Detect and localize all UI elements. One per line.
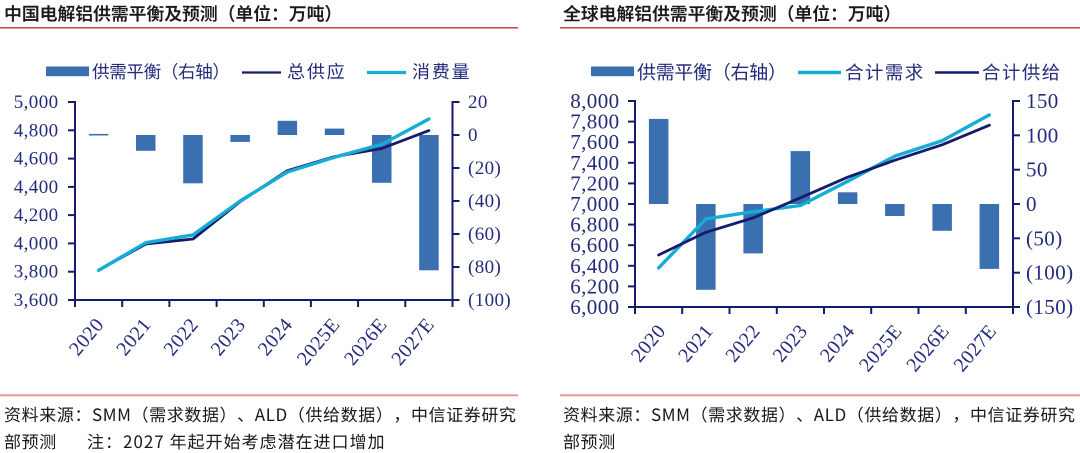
svg-text:(60): (60) — [468, 224, 501, 245]
svg-text:2022: 2022 — [721, 320, 765, 366]
svg-text:(100): (100) — [1026, 261, 1074, 285]
svg-text:2021: 2021 — [674, 320, 718, 366]
svg-text:150: 150 — [1026, 89, 1059, 113]
svg-text:6,600: 6,600 — [570, 233, 619, 257]
svg-text:5,000: 5,000 — [14, 92, 59, 113]
svg-text:4,200: 4,200 — [14, 205, 59, 226]
svg-text:2020: 2020 — [627, 320, 671, 366]
svg-text:100: 100 — [1026, 123, 1059, 147]
svg-text:4,600: 4,600 — [14, 149, 59, 170]
svg-text:3,800: 3,800 — [14, 262, 59, 283]
svg-text:4,400: 4,400 — [14, 177, 59, 198]
svg-text:3,600: 3,600 — [14, 290, 59, 311]
svg-text:7,800: 7,800 — [570, 110, 619, 134]
svg-text:(100): (100) — [468, 290, 511, 311]
svg-text:0: 0 — [1026, 192, 1037, 216]
svg-text:2024: 2024 — [816, 320, 860, 366]
svg-text:2025E: 2025E — [293, 314, 345, 370]
svg-text:6,200: 6,200 — [570, 274, 619, 298]
svg-text:7,000: 7,000 — [570, 192, 619, 216]
svg-text:2020: 2020 — [65, 314, 109, 360]
svg-text:2026E: 2026E — [902, 320, 954, 376]
svg-text:8,000: 8,000 — [570, 89, 619, 113]
svg-text:(50): (50) — [1026, 226, 1063, 250]
svg-text:2027E: 2027E — [950, 320, 1002, 376]
svg-text:50: 50 — [1026, 158, 1048, 182]
svg-text:(20): (20) — [468, 158, 501, 179]
svg-text:2023: 2023 — [207, 314, 251, 360]
svg-text:2027E: 2027E — [387, 314, 439, 370]
svg-text:4,000: 4,000 — [14, 233, 59, 254]
svg-text:7,200: 7,200 — [570, 171, 619, 195]
svg-text:7,400: 7,400 — [570, 151, 619, 175]
svg-text:7,600: 7,600 — [570, 130, 619, 154]
svg-text:0: 0 — [468, 125, 478, 146]
svg-text:6,000: 6,000 — [570, 295, 619, 319]
svg-text:6,800: 6,800 — [570, 213, 619, 237]
svg-text:2025E: 2025E — [855, 320, 907, 376]
svg-text:2021: 2021 — [112, 314, 156, 360]
svg-text:6,400: 6,400 — [570, 254, 619, 278]
svg-text:2023: 2023 — [769, 320, 813, 366]
svg-text:2024: 2024 — [254, 314, 298, 360]
svg-text:20: 20 — [468, 92, 488, 113]
svg-text:(150): (150) — [1026, 295, 1074, 319]
svg-text:4,800: 4,800 — [14, 120, 59, 141]
svg-text:2026E: 2026E — [340, 314, 392, 370]
svg-text:2022: 2022 — [159, 314, 203, 360]
svg-text:(80): (80) — [468, 257, 501, 278]
svg-text:(40): (40) — [468, 191, 501, 212]
